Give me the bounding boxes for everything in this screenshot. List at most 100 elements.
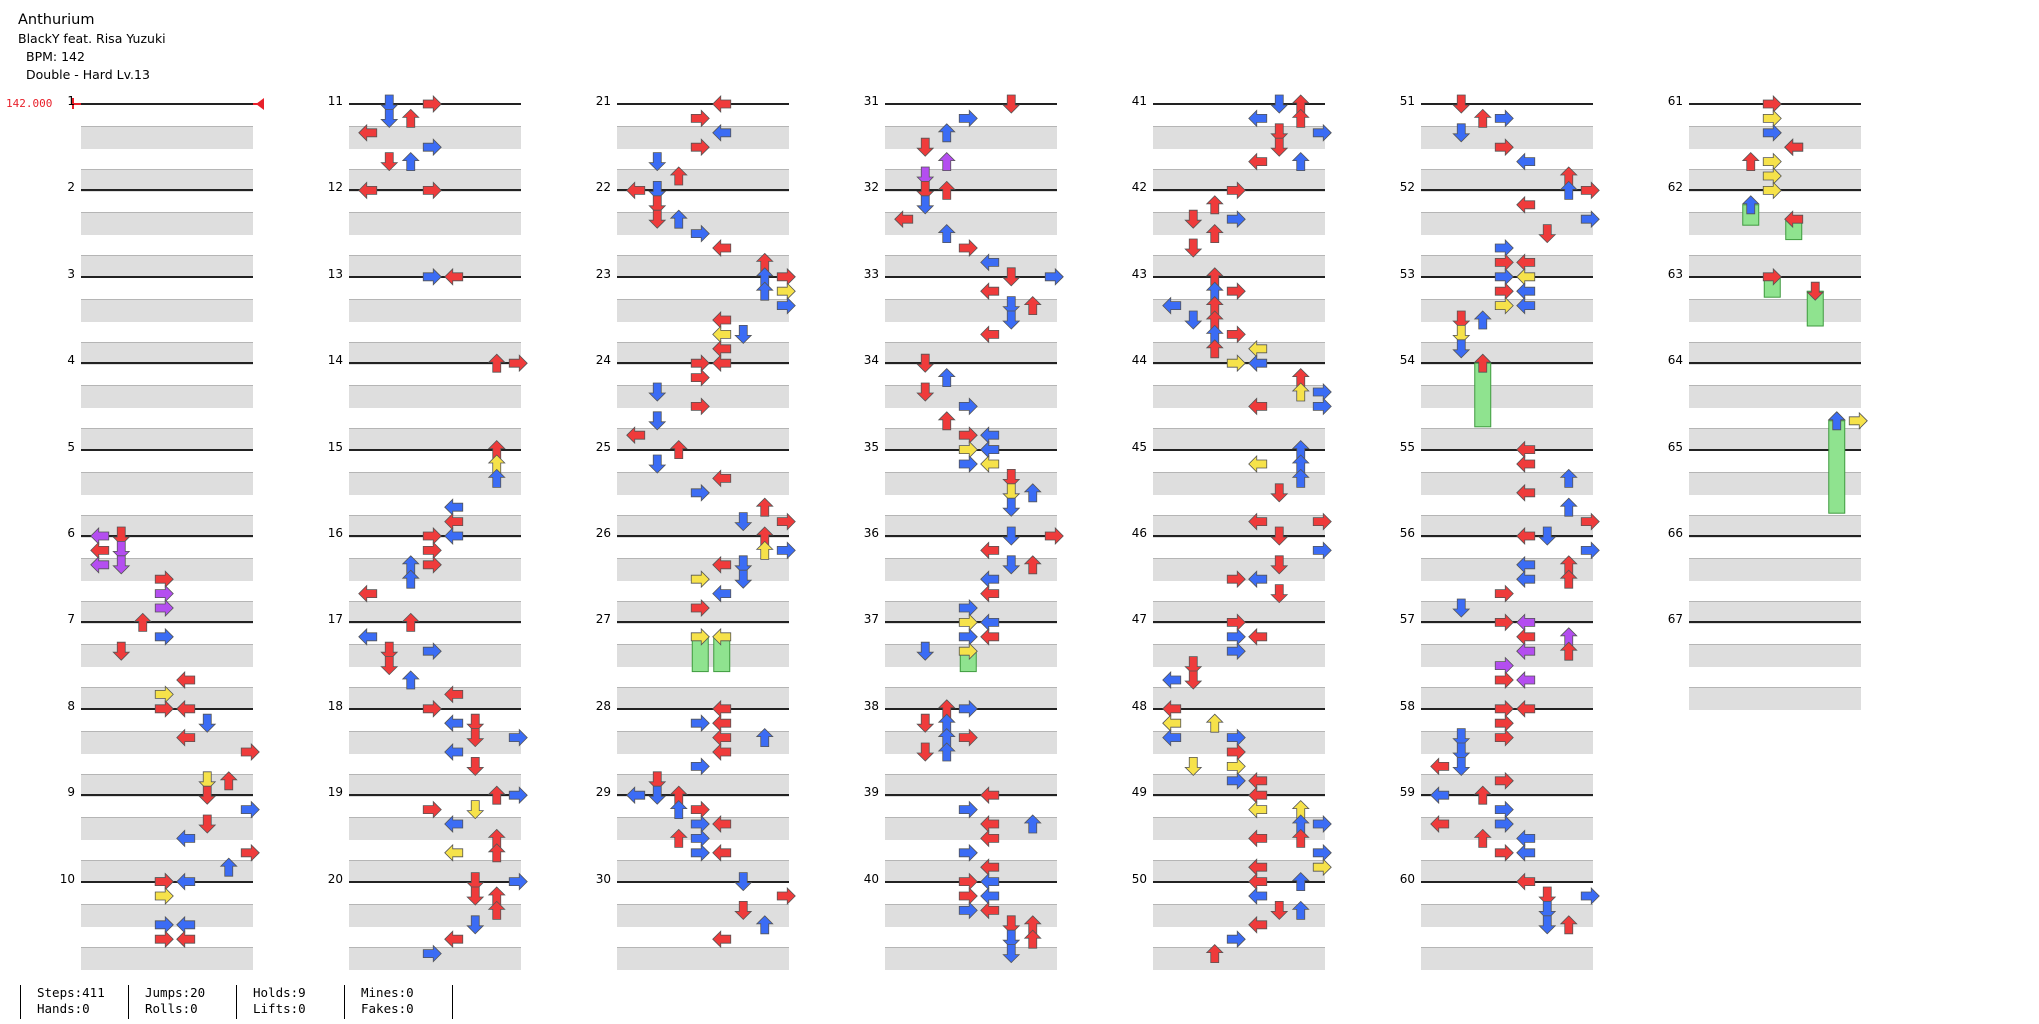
measure-line (1421, 880, 1593, 883)
down-arrow-note (1184, 310, 1203, 330)
up-arrow-note (1205, 339, 1224, 359)
down-arrow-note (1270, 483, 1289, 503)
stat-holds: Holds:9 (253, 985, 306, 1000)
down-arrow-note (198, 771, 217, 791)
measure-number: 60 (1399, 871, 1415, 886)
right-arrow-note (1312, 383, 1332, 401)
down-arrow-note (1538, 224, 1557, 244)
left-arrow-note (176, 728, 196, 747)
beat-strip (349, 471, 521, 495)
up-arrow-note (487, 785, 506, 805)
down-arrow-note (1538, 915, 1557, 935)
up-arrow-note (755, 497, 774, 517)
measure-line (81, 275, 253, 278)
left-arrow-note (980, 253, 1000, 272)
measure-line (617, 794, 789, 797)
down-arrow-note (1452, 94, 1471, 114)
right-arrow-note (1226, 570, 1246, 589)
left-arrow-note (1248, 512, 1268, 531)
measure-line (1421, 189, 1593, 192)
measure-line (885, 103, 1057, 105)
left-arrow-note (980, 455, 1000, 473)
stat-hands: Hands:0 (37, 1001, 90, 1016)
stat-rolls: Rolls:0 (145, 1001, 198, 1016)
down-arrow-note (1452, 598, 1471, 618)
measure-number: 6 (67, 526, 75, 540)
left-arrow-note (444, 843, 464, 862)
right-arrow-note (958, 627, 978, 646)
right-arrow-note (1312, 541, 1332, 560)
left-arrow-note (980, 440, 1000, 459)
down-arrow-note (916, 641, 935, 661)
beat-strip (885, 773, 1057, 797)
measure-line (617, 707, 789, 710)
stat-group-holds: Holds:9 Lifts:0 (236, 985, 306, 1019)
left-arrow-note (980, 829, 1000, 848)
right-arrow-note (1226, 325, 1246, 344)
stat-steps: Steps:411 (37, 985, 105, 1000)
right-arrow-note (1762, 152, 1782, 171)
right-arrow-note (958, 455, 978, 473)
measure-number: 24 (595, 353, 611, 368)
beat-strip (349, 428, 521, 452)
beat-strip (1689, 471, 1861, 495)
left-arrow-note (1248, 915, 1268, 934)
measure-number: 34 (863, 353, 879, 368)
right-arrow-note (240, 800, 260, 819)
down-arrow-note (916, 353, 935, 373)
down-arrow-note (1184, 670, 1203, 690)
down-arrow-note (1538, 901, 1557, 920)
measure-number: 52 (1399, 180, 1415, 195)
beat-strip (349, 255, 521, 279)
beat-strip (885, 860, 1057, 884)
measure-line (1689, 535, 1861, 537)
up-arrow-note (487, 843, 506, 863)
measure-line (885, 535, 1057, 537)
down-arrow-note (112, 526, 131, 546)
right-arrow-note (1580, 541, 1600, 560)
up-arrow-note (669, 166, 688, 186)
measure-line (81, 621, 253, 624)
measure-number: 17 (327, 612, 343, 627)
measure-line (349, 880, 521, 883)
right-arrow-note (154, 872, 174, 891)
down-arrow-note (1270, 526, 1289, 546)
down-arrow-note (1002, 94, 1021, 114)
right-arrow-note (1762, 109, 1782, 128)
beat-strip (349, 385, 521, 409)
down-arrow-note (466, 757, 485, 776)
right-arrow-note (690, 757, 710, 776)
down-arrow-note (466, 886, 485, 906)
left-arrow-note (626, 786, 646, 805)
beat-strip (617, 341, 789, 365)
beat-strip (1421, 169, 1593, 192)
down-arrow-note (1452, 742, 1471, 762)
left-arrow-note (712, 743, 732, 761)
left-arrow-note (1516, 555, 1536, 574)
left-arrow-note (176, 915, 196, 934)
right-arrow-note (690, 829, 710, 848)
down-arrow-note (1452, 728, 1471, 748)
right-arrow-note (1494, 296, 1514, 315)
measure-number: 10 (59, 871, 75, 886)
beat-strip (1689, 255, 1861, 279)
hold-body (1474, 362, 1492, 428)
right-arrow-note (1494, 109, 1514, 128)
left-arrow-note (1516, 613, 1536, 632)
measure-number: 30 (595, 871, 611, 886)
beat-strip (1153, 601, 1325, 624)
up-arrow-note (219, 771, 238, 791)
measure-number: 33 (863, 266, 879, 281)
down-arrow-note (648, 209, 667, 229)
left-arrow-note (980, 613, 1000, 632)
left-arrow-note (1248, 455, 1268, 473)
left-arrow-note (176, 872, 196, 891)
up-arrow-note (937, 742, 956, 762)
measure-number: 58 (1399, 698, 1415, 713)
left-arrow-note (980, 325, 1000, 344)
left-arrow-note (176, 930, 196, 949)
measure-line (1153, 448, 1325, 451)
left-arrow-note (90, 541, 110, 560)
chart-difficulty: Double - Hard Lv.13 (26, 67, 150, 82)
